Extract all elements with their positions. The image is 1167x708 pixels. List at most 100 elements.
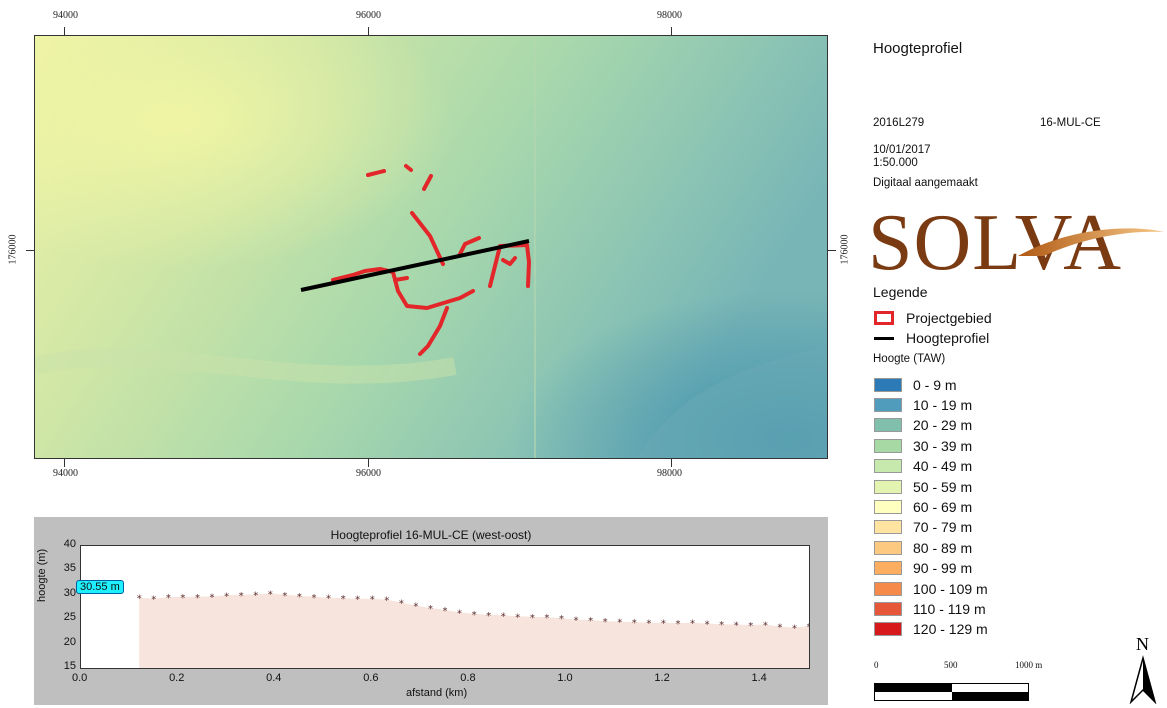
creation-note: Digitaal aangemaakt xyxy=(873,177,978,189)
map-coord-left: 176000 xyxy=(7,234,19,265)
height-class-label: 90 - 99 m xyxy=(913,560,973,577)
profile-point: * xyxy=(311,593,316,604)
map-coord-right: 176000 xyxy=(839,234,851,265)
height-class-row: 0 - 9 m xyxy=(874,376,957,393)
profile-point: * xyxy=(472,610,477,621)
value-tooltip: 30.55 m xyxy=(76,580,124,594)
height-class-row: 110 - 119 m xyxy=(874,600,986,617)
profile-point: * xyxy=(646,619,651,630)
height-class-swatch xyxy=(874,499,902,514)
profile-point: * xyxy=(384,596,389,607)
map-tick xyxy=(671,27,672,35)
profile-point: * xyxy=(195,593,200,604)
profile-point: * xyxy=(355,595,360,606)
profile-point: * xyxy=(268,589,273,600)
height-legend-title: Hoogte (TAW) xyxy=(873,353,946,365)
map-tick xyxy=(64,459,65,467)
height-class-row: 60 - 69 m xyxy=(874,498,972,515)
y-axis-label: hoogte (m) xyxy=(36,548,48,602)
profile-point: * xyxy=(777,623,782,634)
profile-point: * xyxy=(282,591,287,602)
height-class-swatch xyxy=(874,459,902,474)
map-tick xyxy=(64,27,65,35)
height-class-label: 110 - 119 m xyxy=(913,600,986,617)
map-coord-bottom: 94000 xyxy=(53,468,78,479)
profile-point: * xyxy=(530,613,535,624)
height-class-swatch xyxy=(874,540,902,555)
height-class-label: 40 - 49 m xyxy=(913,458,973,475)
height-class-row: 10 - 19 m xyxy=(874,396,972,413)
x-tick-label: 0.2 xyxy=(169,672,185,684)
project-code: 2016L279 xyxy=(873,117,925,129)
height-class-label: 20 - 29 m xyxy=(913,417,973,434)
profile-point: * xyxy=(661,619,666,630)
height-class-row: 80 - 89 m xyxy=(874,539,972,556)
profile-point: * xyxy=(763,621,768,632)
profile-point: * xyxy=(617,618,622,629)
profile-point: * xyxy=(734,621,739,632)
height-class-swatch xyxy=(874,438,902,453)
solva-logo: SOLVA xyxy=(868,199,1164,278)
elevation-map[interactable] xyxy=(34,35,828,459)
x-tick-label: 1.4 xyxy=(751,672,767,684)
map-coord-top: 96000 xyxy=(356,10,381,21)
profile-point: * xyxy=(326,594,331,605)
y-tick-label: 30 xyxy=(63,586,76,599)
profile-chart: Hoogteprofiel 16-MUL-CE (west-oost) 15 20… xyxy=(34,517,828,705)
x-tick-label: 1.0 xyxy=(557,672,573,684)
height-class-swatch xyxy=(874,622,902,637)
height-class-row: 20 - 29 m xyxy=(874,417,972,434)
profile-point: * xyxy=(166,593,171,604)
scale-bar xyxy=(874,683,1029,701)
legend-title: Legende xyxy=(873,284,928,300)
height-class-row: 100 - 109 m xyxy=(874,580,988,597)
profile-point: * xyxy=(544,613,549,624)
profile-point: * xyxy=(574,616,579,627)
north-arrow-icon: N xyxy=(1129,634,1157,704)
site-code: 16-MUL-CE xyxy=(1040,117,1101,129)
height-class-label: 100 - 109 m xyxy=(913,580,988,597)
x-tick-label: 1.2 xyxy=(654,672,670,684)
profile-point: * xyxy=(632,618,637,629)
profile-point: * xyxy=(588,616,593,627)
height-class-label: 10 - 19 m xyxy=(913,396,973,413)
map-coord-bottom: 98000 xyxy=(657,468,682,479)
project-area xyxy=(331,164,531,356)
x-tick-label: 0.0 xyxy=(72,672,88,684)
map-tick xyxy=(26,250,34,251)
profile-point: * xyxy=(515,612,520,623)
profile-point: * xyxy=(399,599,404,610)
map-tick xyxy=(368,27,369,35)
map-scale: 1:50.000 xyxy=(873,157,918,169)
height-class-swatch xyxy=(874,479,902,494)
height-class-row: 40 - 49 m xyxy=(874,458,972,475)
height-class-swatch xyxy=(874,397,902,412)
profile-point: * xyxy=(675,619,680,630)
project-area-swatch xyxy=(874,311,894,325)
profile-point: * xyxy=(443,606,448,617)
x-tick-label: 0.4 xyxy=(266,672,282,684)
map-tick xyxy=(828,250,836,251)
profile-point: * xyxy=(748,621,753,632)
height-class-label: 60 - 69 m xyxy=(913,498,973,515)
height-class-row: 120 - 129 m xyxy=(874,621,988,638)
height-class-swatch xyxy=(874,520,902,535)
profile-point: * xyxy=(457,608,462,619)
scale-label: 0 xyxy=(874,660,879,670)
profile-point: * xyxy=(792,623,797,634)
map-coord-top: 98000 xyxy=(657,10,682,21)
profile-point: * xyxy=(428,604,433,615)
map-coord-top: 94000 xyxy=(53,10,78,21)
plot-area[interactable]: * * * * * * * * * * * * * * * * * * * * * * * * * * * * * * * * * * * * * * * *… xyxy=(80,545,810,669)
height-class-row: 90 - 99 m xyxy=(874,560,972,577)
height-class-label: 80 - 89 m xyxy=(913,539,973,556)
height-class-label: 120 - 129 m xyxy=(913,621,988,638)
profile-area-fill xyxy=(139,593,809,668)
y-tick-label: 40 xyxy=(63,538,76,550)
profile-point: * xyxy=(370,595,375,606)
y-tick-label: 20 xyxy=(63,635,76,648)
profile-point: * xyxy=(705,620,710,631)
profile-point: * xyxy=(559,614,564,625)
map-tick xyxy=(671,459,672,467)
scale-label: 500 xyxy=(944,660,958,670)
